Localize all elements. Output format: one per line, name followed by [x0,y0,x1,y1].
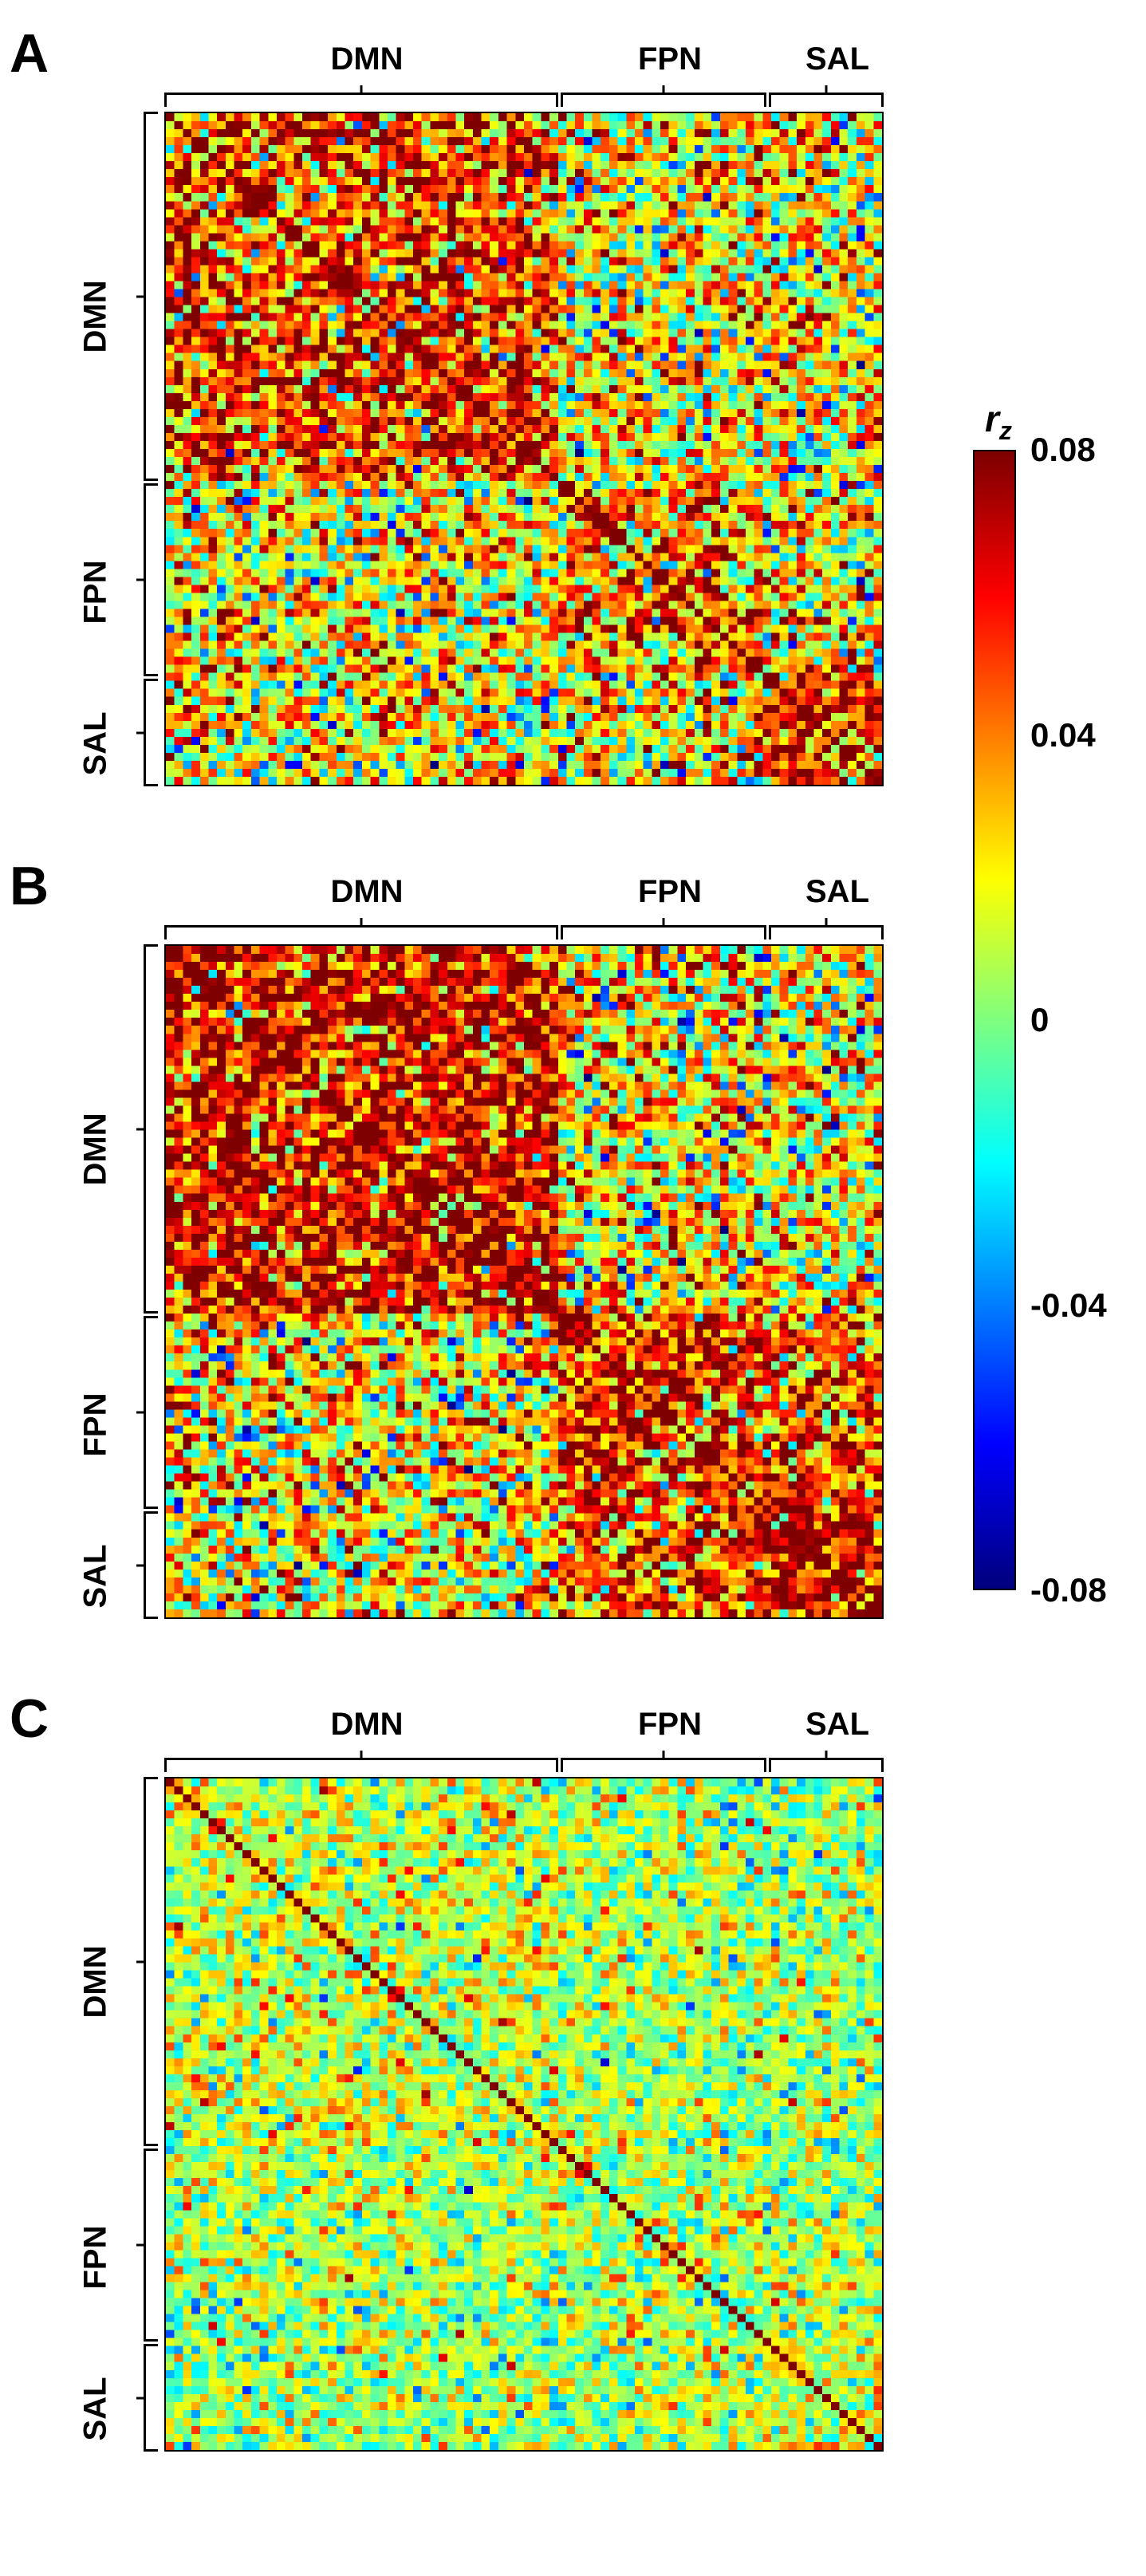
bracket-top-dmn-a [164,93,558,107]
bracket-left-dmn-b [144,944,158,1314]
top-label-fpn-b: FPN [622,874,718,910]
left-label-fpn-b: FPN [78,1361,114,1457]
bracket-top-fpn-c [561,1758,766,1772]
bracket-left-sal-b [144,1511,158,1619]
colorbar-title-z: z [999,416,1012,445]
bracket-top-dmn-b [164,925,558,939]
bracket-top-fpn-b [561,925,766,939]
bracket-left-fpn-a [144,483,158,676]
bracket-top-fpn-a [561,93,766,107]
left-label-dmn-a: DMN [78,258,114,353]
bracket-left-fpn-b [144,1316,158,1509]
heatmap-a [164,112,884,786]
colorbar-title-r: r [985,398,999,439]
bracket-left-dmn-a [144,112,158,481]
heatmap-canvas-a [166,113,882,785]
left-label-sal-a: SAL [78,680,114,776]
heatmap-b [164,944,884,1619]
bracket-top-dmn-c [164,1758,558,1772]
bracket-top-sal-c [769,1758,884,1772]
colorbar-wrap: rz 0.080.040-0.04-0.08 [0,0,43,1140]
bracket-left-sal-c [144,2344,158,2452]
colorbar-tick: 0.04 [1030,716,1096,754]
left-label-fpn-a: FPN [78,529,114,624]
heatmap-c [164,1777,884,2452]
left-label-sal-c: SAL [78,2346,114,2441]
left-label-dmn-c: DMN [78,1923,114,2019]
colorbar-title: rz [985,397,1012,446]
top-label-dmn-a: DMN [319,41,415,77]
colorbar-canvas [975,451,1014,1589]
bracket-left-dmn-c [144,1777,158,2146]
bracket-left-fpn-c [144,2149,158,2342]
colorbar-tick: 0 [1030,1001,1049,1039]
bracket-top-sal-a [769,93,884,107]
bracket-left-sal-a [144,679,158,786]
top-label-sal-a: SAL [790,41,885,77]
left-label-fpn-c: FPN [78,2194,114,2290]
top-label-sal-b: SAL [790,874,885,910]
top-label-fpn-c: FPN [622,1707,718,1743]
top-label-sal-c: SAL [790,1707,885,1743]
left-label-sal-b: SAL [78,1513,114,1609]
top-label-dmn-b: DMN [319,874,415,910]
left-label-dmn-b: DMN [78,1090,114,1186]
heatmap-canvas-c [166,1778,882,2450]
colorbar-tick: -0.04 [1030,1286,1107,1325]
panel-letter-c: C [10,1688,49,1750]
top-label-fpn-a: FPN [622,41,718,77]
colorbar-tick: 0.08 [1030,431,1096,469]
top-label-dmn-c: DMN [319,1707,415,1743]
heatmap-canvas-b [166,946,882,1617]
colorbar [973,450,1016,1590]
colorbar-tick: -0.08 [1030,1571,1107,1609]
bracket-top-sal-b [769,925,884,939]
